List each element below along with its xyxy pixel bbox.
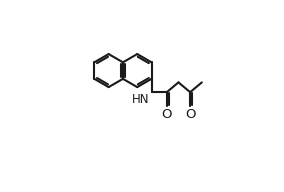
Text: O: O bbox=[162, 108, 172, 121]
Text: O: O bbox=[185, 108, 195, 121]
Text: HN: HN bbox=[131, 93, 149, 106]
